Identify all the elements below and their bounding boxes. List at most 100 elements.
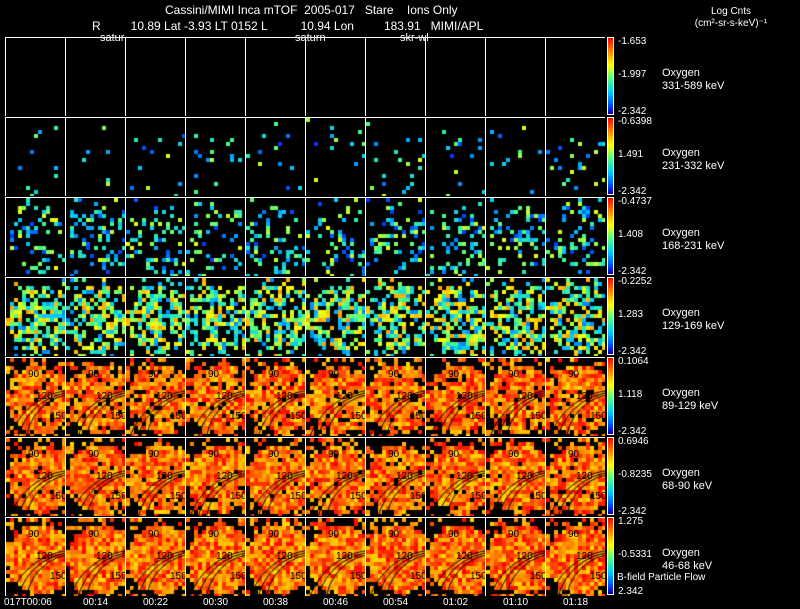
- heatmap-cell: [185, 198, 245, 276]
- heatmap-cell: 90 120 150: [425, 358, 485, 436]
- heatmap-cell-canvas: [306, 358, 365, 436]
- contour-label: 90: [508, 369, 520, 380]
- heatmap-cell: 90 120 150: [245, 438, 305, 516]
- heatmap-cell-canvas: [6, 198, 65, 276]
- contour-label: 90: [568, 449, 580, 460]
- contour-label: 120: [516, 551, 533, 562]
- contour-label: 90: [28, 369, 40, 380]
- heatmap-cell-canvas: [246, 38, 305, 116]
- x-tick-label: 00:46: [323, 597, 349, 608]
- heatmap-cell: [305, 118, 365, 196]
- contour-label: 90: [28, 449, 40, 460]
- contour-label: 120: [216, 471, 233, 482]
- colorbar-tick-label: 0.6946: [618, 436, 649, 447]
- heatmap-cell-canvas: [546, 38, 605, 116]
- heatmap-cell-canvas: [66, 518, 125, 596]
- heatmap-cell-canvas: [246, 198, 305, 276]
- heatmap-cell: [545, 38, 605, 116]
- heatmap-cell-canvas: [246, 278, 305, 356]
- heatmap-cell-canvas: [486, 198, 545, 276]
- heatmap-cell: [125, 278, 185, 356]
- contour-label: 90: [88, 369, 100, 380]
- contour-label: 150: [230, 491, 245, 502]
- colorbar-tick-label: -1.997: [618, 69, 647, 80]
- colorbar-tick-label: -0.4737: [618, 196, 652, 207]
- heatmap-cell-canvas: [246, 358, 305, 436]
- heatmap-cell-canvas: [546, 358, 605, 436]
- heatmap-cell-canvas: [66, 38, 125, 116]
- contour-label: 120: [456, 471, 473, 482]
- heatmap-cell: [425, 278, 485, 356]
- heatmap-cell-canvas: [426, 358, 485, 436]
- heatmap-cell-canvas: [546, 118, 605, 196]
- heatmap-cell: [65, 118, 125, 196]
- heatmap-cell-canvas: [66, 438, 125, 516]
- colorbar-tick-label: 1.408: [618, 229, 644, 240]
- heatmap-cell: 90 120 150: [125, 358, 185, 436]
- contour-label: 120: [576, 551, 593, 562]
- contour-label: 90: [388, 369, 400, 380]
- heatmap-cell-canvas: [126, 278, 185, 356]
- energy-range: 168-231 keV: [662, 240, 725, 252]
- contour-label: 150: [350, 411, 365, 422]
- contour-label: 150: [170, 411, 185, 422]
- heatmap-cell: [65, 278, 125, 356]
- colorbar-tick-label: -0.6398: [618, 116, 652, 127]
- contour-label: 120: [576, 391, 593, 402]
- heatmap-cell: [365, 38, 425, 116]
- contour-label: 120: [276, 471, 293, 482]
- heatmap-cell: 90 120 150: [485, 438, 545, 516]
- species-label: Oxygen 129-169 keV: [662, 307, 724, 333]
- contour-label: 90: [148, 369, 160, 380]
- species-name: Oxygen: [662, 307, 700, 319]
- contour-label: 90: [388, 449, 400, 460]
- contour-label: 90: [568, 369, 580, 380]
- heatmap-cell: 90 120 150: [185, 518, 245, 596]
- heatmap-cell: 90 120 150: [65, 518, 125, 596]
- contour-label: 120: [516, 391, 533, 402]
- heatmap-cell-canvas: [126, 118, 185, 196]
- species-label: Oxygen 168-231 keV: [662, 227, 724, 253]
- contour-label: 90: [148, 449, 160, 460]
- colorbar-tick-label: -2.342: [618, 186, 647, 197]
- x-tick-label: 01:18: [563, 597, 589, 608]
- contour-label: 120: [156, 391, 173, 402]
- heatmap-cell-canvas: [126, 358, 185, 436]
- heatmap-cell-canvas: [246, 438, 305, 516]
- heatmap-row: 90 120 150 90 120 150 90 120 150 90 120 150 90 120 150…: [5, 437, 605, 516]
- heatmap-cell-canvas: [66, 118, 125, 196]
- contour-label: 120: [456, 391, 473, 402]
- heatmap-cell: 90 120 150: [425, 518, 485, 596]
- colorbar-tick-label: -1.653: [618, 36, 647, 47]
- species-label: Oxygen 231-332 keV: [662, 147, 724, 173]
- heatmap-cell: 90 120 150: [305, 518, 365, 596]
- heatmap-cell-canvas: [546, 438, 605, 516]
- contour-label: 150: [110, 491, 125, 502]
- heatmap-cell-canvas: [186, 198, 245, 276]
- energy-range: 68-90 keV: [662, 480, 713, 492]
- heatmap-cell: 90 120 150: [185, 438, 245, 516]
- heatmap-cell-canvas: [246, 518, 305, 596]
- contour-label: 120: [396, 471, 413, 482]
- heatmap-cell: 90 120 150: [5, 438, 65, 516]
- heatmap-cell-canvas: [486, 518, 545, 596]
- heatmap-cell-canvas: [6, 518, 65, 596]
- colorbar-tick-label: -0.5331: [618, 549, 652, 560]
- contour-label: 150: [170, 571, 185, 582]
- heatmap-cell-canvas: [486, 278, 545, 356]
- contour-label: 120: [336, 471, 353, 482]
- contour-label: 120: [456, 551, 473, 562]
- energy-range: 89-129 keV: [662, 400, 719, 412]
- heatmap-cell: [365, 278, 425, 356]
- contour-label: 150: [230, 571, 245, 582]
- contour-label: 90: [28, 529, 40, 540]
- heatmap-cell: 90 120 150: [425, 438, 485, 516]
- heatmap-cell-canvas: [6, 38, 65, 116]
- heatmap-cell-canvas: [366, 198, 425, 276]
- contour-label: 150: [350, 571, 365, 582]
- heatmap-cell: [365, 118, 425, 196]
- contour-label: 90: [268, 369, 280, 380]
- contour-label: 150: [230, 411, 245, 422]
- heatmap-cell: 90 120 150: [365, 518, 425, 596]
- contour-label: 90: [328, 449, 340, 460]
